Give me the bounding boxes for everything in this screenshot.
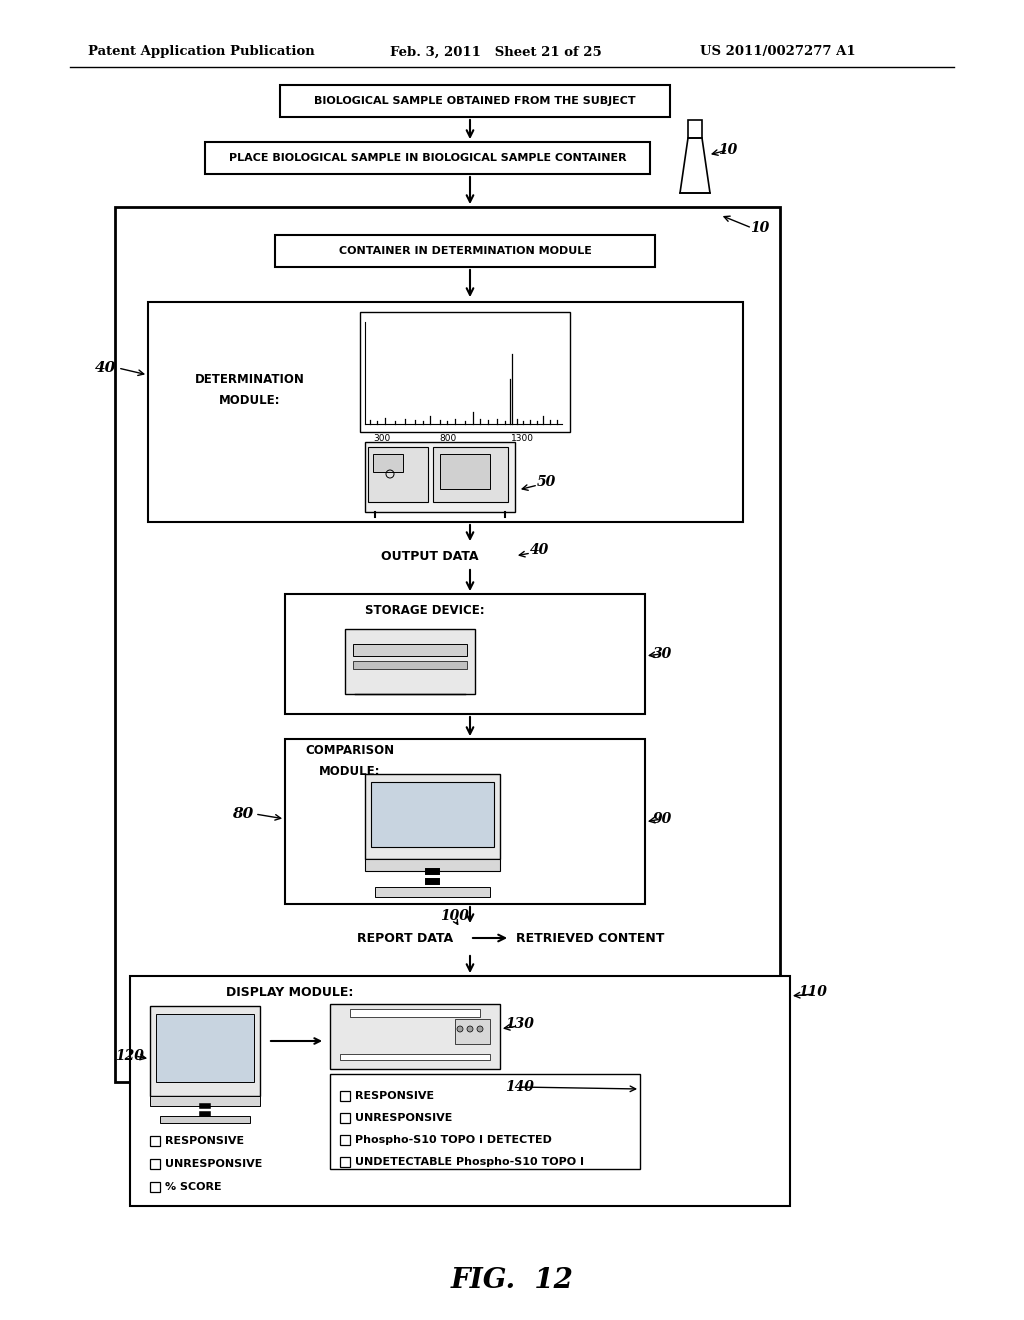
Text: RESPONSIVE: RESPONSIVE [165,1137,244,1146]
Bar [150,1096,260,1106]
Bar [285,594,645,714]
Text: 90: 90 [653,812,672,826]
Text: RETRIEVED CONTENT: RETRIEVED CONTENT [516,932,665,945]
Text: Feb. 3, 2011   Sheet 21 of 25: Feb. 3, 2011 Sheet 21 of 25 [390,45,602,58]
Text: UNDETECTABLE Phospho-S10 TOPO I: UNDETECTABLE Phospho-S10 TOPO I [355,1158,584,1167]
Text: REPORT DATA: REPORT DATA [357,932,453,945]
Bar [205,143,650,174]
Text: 100: 100 [440,909,469,923]
Bar [373,454,403,473]
Bar [340,1113,350,1123]
Text: 300: 300 [374,434,390,444]
Bar [160,1115,250,1123]
Bar [353,661,467,669]
Bar [368,447,428,502]
Bar [340,1135,350,1144]
Bar [330,1074,640,1170]
Bar [365,859,500,871]
Text: 40: 40 [95,360,117,375]
Text: 10: 10 [750,220,769,235]
Text: RESPONSIVE: RESPONSIVE [355,1092,434,1101]
Text: 120: 120 [115,1049,144,1063]
Bar [360,312,570,432]
Bar [371,781,494,847]
Bar [148,302,743,521]
Bar [340,1092,350,1101]
Bar [340,1158,350,1167]
Bar [375,887,490,898]
Text: Patent Application Publication: Patent Application Publication [88,45,314,58]
Text: UNRESPONSIVE: UNRESPONSIVE [165,1159,262,1170]
Bar [365,442,515,512]
Bar [150,1181,160,1192]
Text: CONTAINER IN DETERMINATION MODULE: CONTAINER IN DETERMINATION MODULE [339,246,592,256]
Bar [345,630,475,694]
Bar [433,447,508,502]
Circle shape [457,1026,463,1032]
Text: COMPARISON
MODULE:: COMPARISON MODULE: [305,744,394,777]
Text: OUTPUT DATA: OUTPUT DATA [381,549,479,562]
Bar [330,1005,500,1069]
Circle shape [477,1026,483,1032]
Bar [353,644,467,656]
Text: STORAGE DEVICE:: STORAGE DEVICE: [365,603,484,616]
Bar [285,739,645,904]
Text: Phospho-S10 TOPO I DETECTED: Phospho-S10 TOPO I DETECTED [355,1135,552,1144]
Text: % SCORE: % SCORE [165,1181,221,1192]
Bar [150,1137,160,1146]
Text: PLACE BIOLOGICAL SAMPLE IN BIOLOGICAL SAMPLE CONTAINER: PLACE BIOLOGICAL SAMPLE IN BIOLOGICAL SA… [228,153,627,162]
Bar [365,774,500,859]
Text: 1300: 1300 [511,434,534,444]
Text: 110: 110 [798,985,826,999]
Circle shape [467,1026,473,1032]
Bar [150,1006,260,1096]
Bar [280,84,670,117]
Bar [150,1159,160,1170]
Text: 40: 40 [530,543,549,557]
Text: 30: 30 [653,647,672,661]
Text: US 2011/0027277 A1: US 2011/0027277 A1 [700,45,856,58]
Bar [455,1019,490,1044]
Text: 80: 80 [232,807,253,821]
Bar [115,207,780,1082]
Bar [130,975,790,1206]
Text: 50: 50 [537,475,556,488]
Text: DISPLAY MODULE:: DISPLAY MODULE: [226,986,353,998]
Text: FIG.  12: FIG. 12 [451,1266,573,1294]
Text: 140: 140 [505,1080,534,1094]
Text: 10: 10 [718,143,737,157]
Text: BIOLOGICAL SAMPLE OBTAINED FROM THE SUBJECT: BIOLOGICAL SAMPLE OBTAINED FROM THE SUBJ… [314,96,636,106]
Bar [440,454,490,488]
Bar [275,235,655,267]
Text: UNRESPONSIVE: UNRESPONSIVE [355,1113,453,1123]
Text: DETERMINATION
MODULE:: DETERMINATION MODULE: [195,374,305,407]
Text: 130: 130 [505,1016,534,1031]
Bar [156,1014,254,1082]
Bar [340,1053,490,1060]
Bar [350,1008,480,1016]
Text: 800: 800 [439,434,457,444]
